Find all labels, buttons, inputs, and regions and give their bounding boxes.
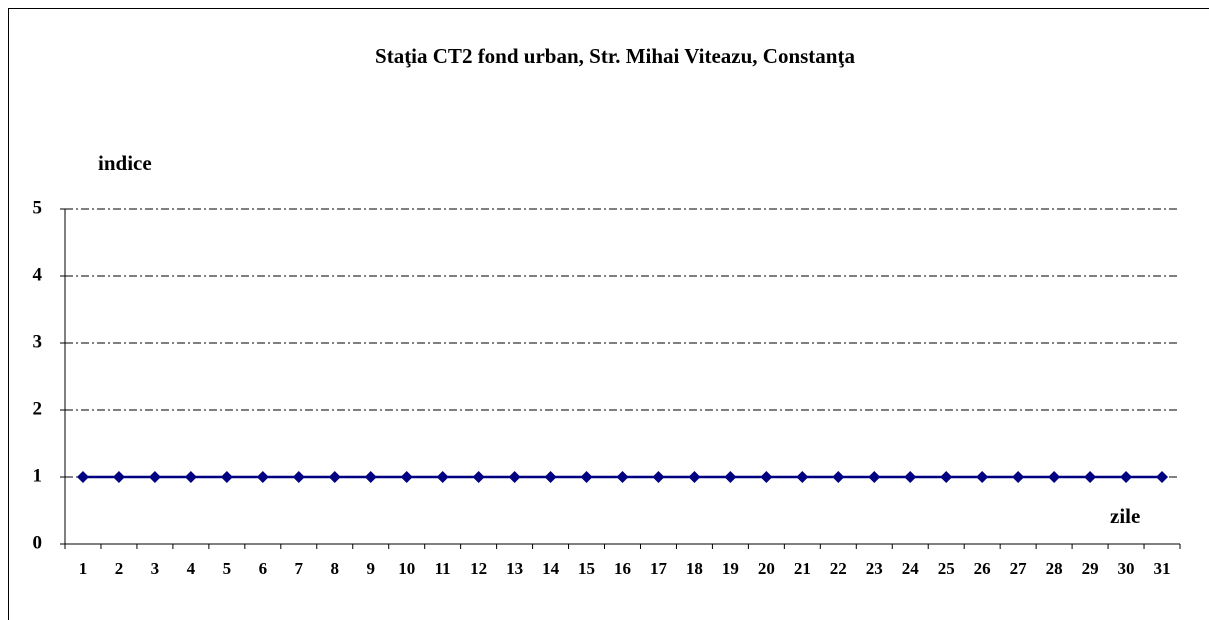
marker — [1012, 471, 1025, 483]
x-tick-label: 31 — [1154, 559, 1171, 578]
x-tick-label: 26 — [974, 559, 991, 578]
marker — [616, 471, 629, 483]
marker — [400, 471, 413, 483]
marker — [292, 471, 305, 483]
marker — [508, 471, 521, 483]
marker — [688, 471, 701, 483]
chart-frame — [8, 8, 1209, 620]
y-tick-label: 5 — [33, 197, 43, 218]
x-axis-label: zile — [1110, 504, 1140, 528]
marker — [904, 471, 917, 483]
x-tick-label: 25 — [938, 559, 955, 578]
marker — [760, 471, 773, 483]
x-tick-label: 28 — [1046, 559, 1063, 578]
x-tick-label: 15 — [578, 559, 595, 578]
marker — [112, 471, 125, 483]
x-tick-label: 9 — [366, 559, 375, 578]
x-tick-label: 20 — [758, 559, 775, 578]
marker — [832, 471, 845, 483]
x-tick-label: 21 — [794, 559, 811, 578]
marker — [472, 471, 485, 483]
x-tick-label: 19 — [722, 559, 739, 578]
x-tick-label: 23 — [866, 559, 883, 578]
x-tick-label: 12 — [470, 559, 487, 578]
marker — [724, 471, 737, 483]
marker — [868, 471, 881, 483]
x-tick-label: 27 — [1010, 559, 1028, 578]
y-tick-label: 2 — [33, 398, 43, 419]
y-tick-label: 1 — [33, 465, 43, 486]
marker — [1120, 471, 1133, 483]
marker — [976, 471, 989, 483]
marker — [580, 471, 593, 483]
x-tick-label: 4 — [187, 559, 196, 578]
x-tick-label: 3 — [151, 559, 160, 578]
x-tick-label: 13 — [506, 559, 523, 578]
x-tick-label: 17 — [650, 559, 668, 578]
y-tick-label: 0 — [33, 532, 43, 553]
marker — [652, 471, 665, 483]
marker — [1156, 471, 1169, 483]
chart-title: Staţia CT2 fond urban, Str. Mihai Viteaz… — [375, 44, 855, 68]
marker — [328, 471, 341, 483]
marker — [436, 471, 449, 483]
x-tick-label: 14 — [542, 559, 560, 578]
x-tick-label: 6 — [259, 559, 268, 578]
y-axis-label: indice — [98, 151, 152, 175]
x-tick-label: 29 — [1082, 559, 1099, 578]
x-tick-label: 7 — [295, 559, 304, 578]
x-tick-label: 18 — [686, 559, 703, 578]
x-tick-label: 11 — [435, 559, 451, 578]
x-tick-label: 5 — [223, 559, 232, 578]
marker — [220, 471, 233, 483]
x-tick-label: 2 — [115, 559, 124, 578]
marker — [544, 471, 557, 483]
marker — [76, 471, 89, 483]
y-tick-label: 4 — [33, 264, 43, 285]
marker — [364, 471, 377, 483]
x-tick-label: 30 — [1118, 559, 1135, 578]
x-tick-label: 8 — [331, 559, 340, 578]
marker — [256, 471, 269, 483]
marker — [940, 471, 953, 483]
x-tick-label: 10 — [398, 559, 415, 578]
marker — [148, 471, 161, 483]
x-tick-label: 22 — [830, 559, 847, 578]
marker — [796, 471, 809, 483]
marker — [1048, 471, 1061, 483]
marker — [1084, 471, 1097, 483]
x-tick-label: 24 — [902, 559, 920, 578]
marker — [184, 471, 197, 483]
x-tick-label: 1 — [79, 559, 88, 578]
y-tick-label: 3 — [33, 331, 43, 352]
x-tick-label: 16 — [614, 559, 631, 578]
